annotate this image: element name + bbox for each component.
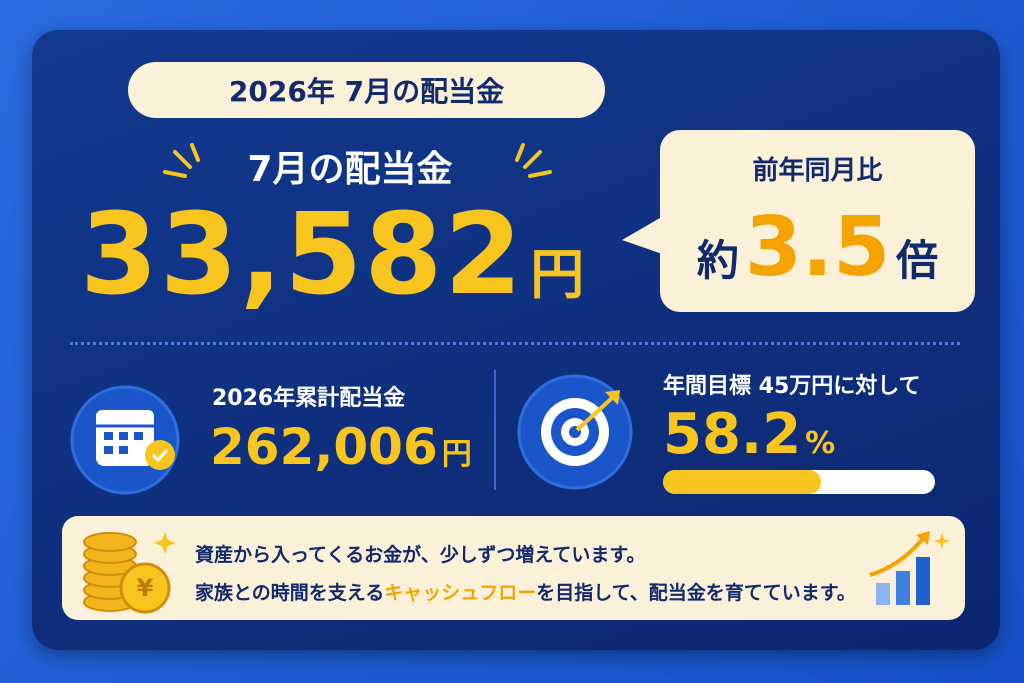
header-pill: 2026年 7月の配当金 [128,62,605,118]
message-line: 家族との時間を支えるキャッシュフローを目指して、配当金を育てています。 [195,578,856,605]
amount: 33,582 [80,190,525,320]
comparison-bubble [660,130,975,312]
unit: % [805,426,836,461]
highlight: キャッシュフロー [384,582,537,604]
percent: 58.2 [663,402,802,467]
main-label: 7月の配当金 [247,149,453,190]
header-title: 2026年 7月の配当金 [228,75,505,108]
cumulative-label: 2026年累計配当金 [212,386,406,411]
suffix: 倍 [896,236,939,285]
text: を目指して、配当金を育てています。 [536,582,856,604]
main-amount: 33,582 円 [80,190,586,320]
unit: 円 [441,437,472,472]
message-line: 資産から入ってくるお金が、少しずつ増えています。 [195,544,646,566]
progress-track [663,470,935,494]
goal-label: 年間目標 45万円に対して [663,374,921,399]
comparison-label: 前年同月比 [752,156,883,186]
coins-icon: ¥ [83,532,176,614]
separator [494,370,496,490]
divider [70,342,960,345]
message-box [62,516,965,620]
goal-value: 58.2% [663,402,835,467]
amount: 262,006 [210,418,438,476]
unit: 円 [530,243,587,306]
growth-icon [869,531,950,605]
cumulative-amount: 262,006 円 [210,418,472,476]
prefix: 約 [696,236,739,285]
ratio: 3.5 [744,200,891,295]
comparison-value: 約3.5 倍 [660,200,975,295]
text: 家族との時間を支える [195,582,385,604]
svg-text:¥: ¥ [137,574,154,602]
progress-fill [663,470,822,494]
